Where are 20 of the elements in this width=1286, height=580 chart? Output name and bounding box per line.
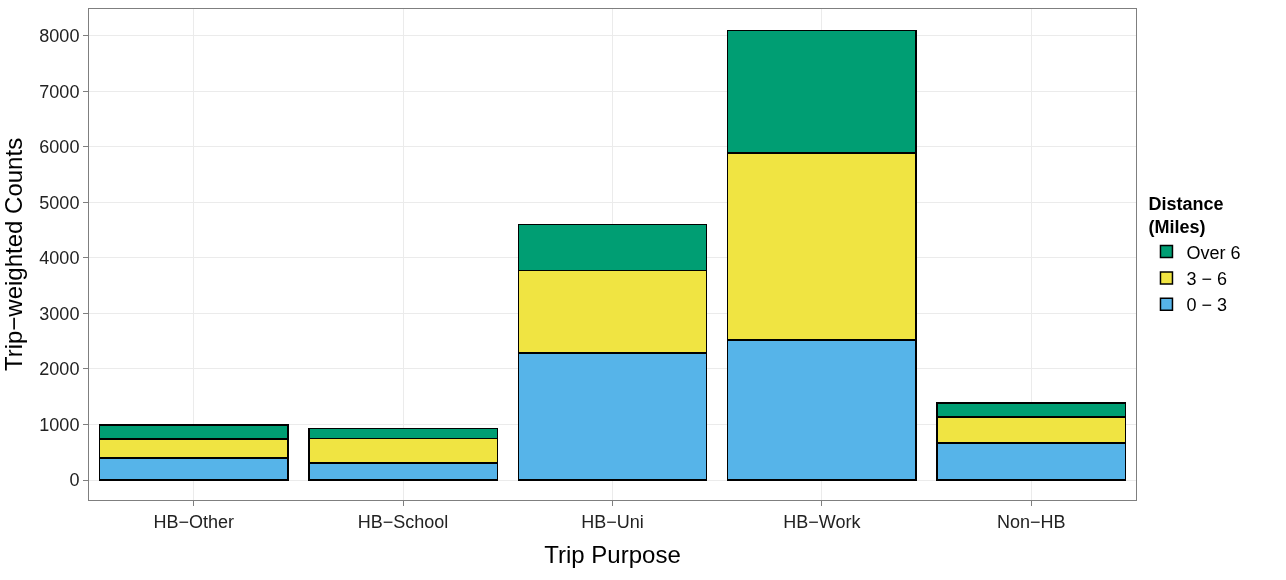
x-tick-label: HB−Work [783,511,862,532]
y-tick-label: 0 [69,470,80,491]
legend-title: Distance (Miles) [1148,193,1224,238]
legend-label: Over 6 [1186,242,1241,263]
y-tick-label: 7000 [39,81,80,102]
legend-label: 0 − 3 [1186,295,1228,316]
y-tick-label: 6000 [39,137,80,158]
y-tick-label: 2000 [39,359,80,380]
y-tick-label: 1000 [39,414,80,435]
x-tick-label: Non−HB [997,511,1066,532]
x-tick-label: HB−Other [153,511,234,532]
legend-label: 3 − 6 [1186,268,1228,289]
y-tick-label: 5000 [39,192,80,213]
y-axis-title: Trip−weighted Counts [0,137,27,372]
x-axis-title: Trip Purpose [544,540,681,568]
y-tick-label: 3000 [39,303,80,324]
y-tick-label: 8000 [39,25,80,46]
y-tick-label: 4000 [39,248,80,269]
x-tick-label: HB−Uni [581,511,644,532]
x-tick-label: HB−School [357,511,449,532]
